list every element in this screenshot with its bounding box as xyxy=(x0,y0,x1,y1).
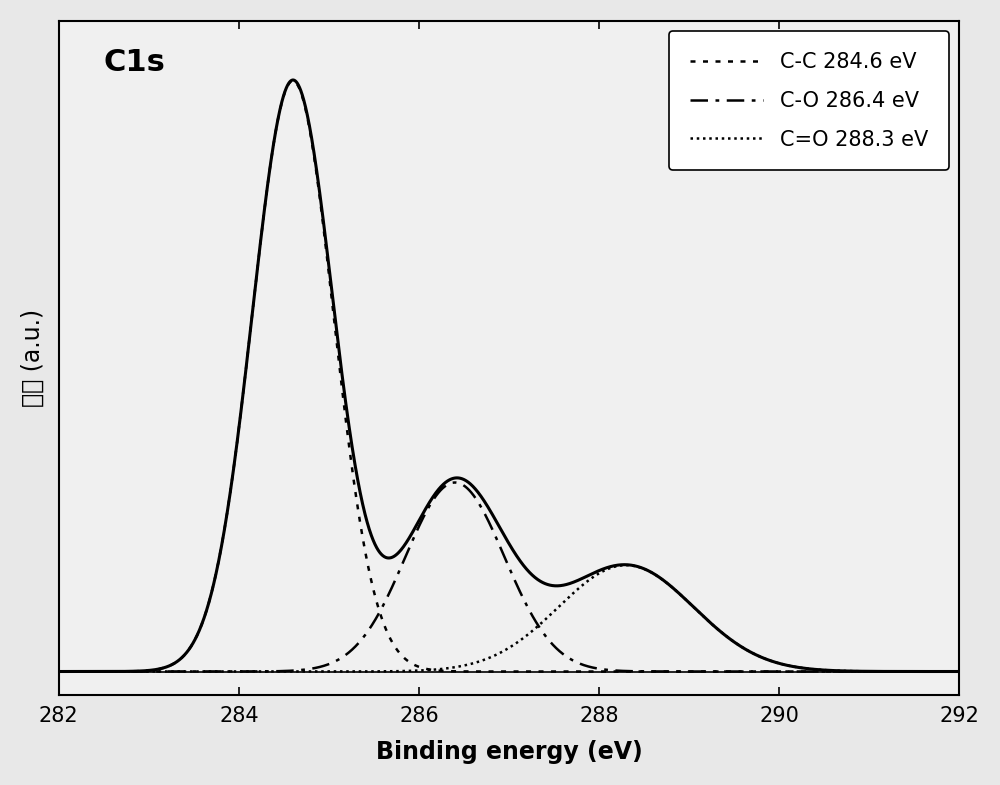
C-O 286.4 eV xyxy=(155,666,167,676)
C=O 288.3 eV xyxy=(620,560,632,570)
Line: C-C 284.6 eV: C-C 284.6 eV xyxy=(59,81,959,671)
C=O 288.3 eV xyxy=(155,666,167,676)
C-C 284.6 eV xyxy=(209,574,221,583)
C-O 286.4 eV xyxy=(437,483,449,492)
C-C 284.6 eV xyxy=(839,666,851,676)
C-O 286.4 eV xyxy=(53,666,65,676)
C-C 284.6 eV xyxy=(287,76,299,86)
X-axis label: Binding energy (eV): Binding energy (eV) xyxy=(376,740,642,764)
C-C 284.6 eV xyxy=(953,666,965,676)
C=O 288.3 eV xyxy=(953,666,965,676)
C=O 288.3 eV xyxy=(209,666,221,676)
C-C 284.6 eV xyxy=(398,653,410,663)
C-O 286.4 eV xyxy=(209,666,221,676)
C=O 288.3 eV xyxy=(437,664,449,674)
C=O 288.3 eV xyxy=(936,666,948,676)
C-O 286.4 eV xyxy=(449,478,461,487)
Line: C-O 286.4 eV: C-O 286.4 eV xyxy=(59,483,959,671)
C-O 286.4 eV xyxy=(839,666,851,676)
C=O 288.3 eV xyxy=(53,666,65,676)
Text: C1s: C1s xyxy=(104,48,166,77)
C-C 284.6 eV xyxy=(936,666,948,676)
Line: C=O 288.3 eV: C=O 288.3 eV xyxy=(59,565,959,671)
C-O 286.4 eV xyxy=(953,666,965,676)
C-C 284.6 eV xyxy=(53,666,65,676)
C-C 284.6 eV xyxy=(155,664,167,674)
C-C 284.6 eV xyxy=(437,666,449,676)
C=O 288.3 eV xyxy=(398,666,410,676)
Legend: C-C 284.6 eV, C-O 286.4 eV, C=O 288.3 eV: C-C 284.6 eV, C-O 286.4 eV, C=O 288.3 eV xyxy=(669,31,949,170)
C-O 286.4 eV xyxy=(398,555,410,564)
C-O 286.4 eV xyxy=(936,666,948,676)
C=O 288.3 eV xyxy=(839,666,851,676)
Y-axis label: 强度 (a.u.): 强度 (a.u.) xyxy=(21,309,45,407)
